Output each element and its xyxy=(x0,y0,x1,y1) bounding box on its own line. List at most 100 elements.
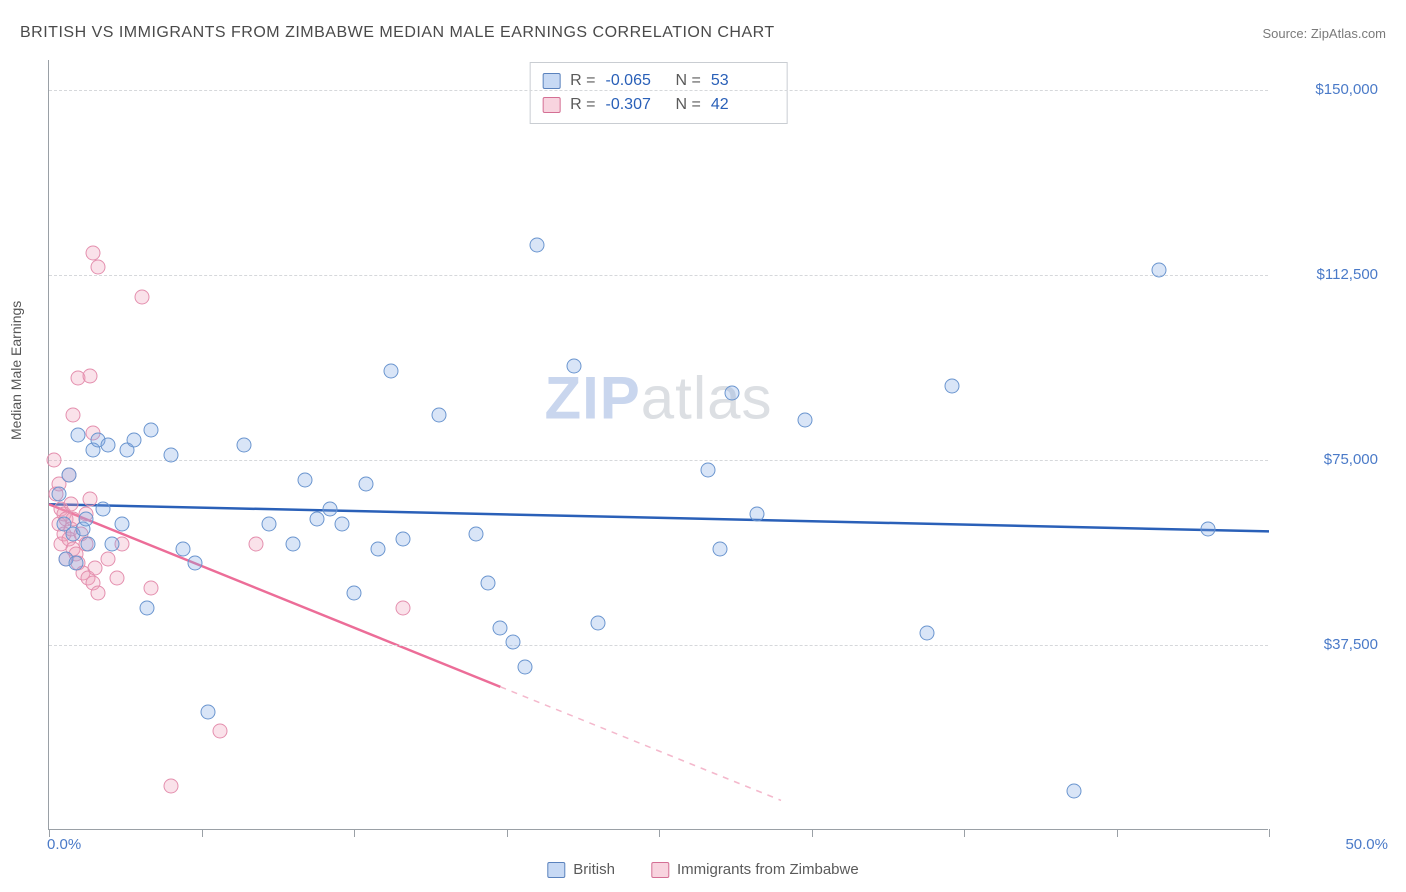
legend-item-british: British xyxy=(547,861,615,878)
scatter-point-a xyxy=(798,413,813,428)
trend-line-zimbabwe-solid xyxy=(49,504,500,687)
scatter-point-b xyxy=(164,778,179,793)
trend-line-british xyxy=(49,504,1269,531)
scatter-point-b xyxy=(66,408,81,423)
scatter-point-a xyxy=(700,462,715,477)
x-tick xyxy=(202,829,203,837)
scatter-point-a xyxy=(144,423,159,438)
scatter-point-a xyxy=(105,536,120,551)
scatter-point-a xyxy=(566,359,581,374)
scatter-point-a xyxy=(493,620,508,635)
scatter-point-b xyxy=(46,452,61,467)
scatter-point-a xyxy=(200,704,215,719)
corr-n-value-zimbabwe: 42 xyxy=(711,93,771,117)
scatter-point-a xyxy=(725,386,740,401)
scatter-point-a xyxy=(71,428,86,443)
watermark-part2: atlas xyxy=(641,365,773,432)
gridline-h: $112,500 xyxy=(49,275,1268,276)
y-tick-label: $150,000 xyxy=(1278,81,1378,98)
scatter-point-a xyxy=(920,625,935,640)
scatter-point-a xyxy=(81,536,96,551)
scatter-point-a xyxy=(383,363,398,378)
scatter-point-a xyxy=(481,576,496,591)
scatter-point-b xyxy=(110,571,125,586)
scatter-point-a xyxy=(127,433,142,448)
scatter-point-b xyxy=(395,600,410,615)
scatter-point-a xyxy=(78,512,93,527)
scatter-point-b xyxy=(212,724,227,739)
scatter-point-b xyxy=(90,586,105,601)
scatter-point-a xyxy=(944,378,959,393)
corr-r-value-zimbabwe: -0.307 xyxy=(606,93,666,117)
x-axis-min-label: 0.0% xyxy=(47,836,81,853)
scatter-point-b xyxy=(90,260,105,275)
corr-r-label: R = xyxy=(570,93,595,117)
swatch-zimbabwe xyxy=(542,97,560,113)
scatter-point-a xyxy=(749,507,764,522)
scatter-point-b xyxy=(88,561,103,576)
scatter-point-a xyxy=(359,477,374,492)
scatter-point-a xyxy=(115,516,130,531)
x-tick xyxy=(659,829,660,837)
scatter-point-a xyxy=(322,502,337,517)
trend-line-zimbabwe-dash xyxy=(500,687,781,801)
scatter-point-a xyxy=(261,516,276,531)
x-tick xyxy=(507,829,508,837)
legend: British Immigrants from Zimbabwe xyxy=(547,861,858,878)
scatter-point-b xyxy=(134,289,149,304)
scatter-point-a xyxy=(61,467,76,482)
scatter-point-a xyxy=(517,660,532,675)
scatter-point-a xyxy=(1152,262,1167,277)
scatter-point-a xyxy=(505,635,520,650)
gridline-h: $37,500 xyxy=(49,645,1268,646)
x-tick xyxy=(812,829,813,837)
gridline-h: $75,000 xyxy=(49,460,1268,461)
x-tick xyxy=(354,829,355,837)
y-tick-label: $37,500 xyxy=(1278,636,1378,653)
scatter-point-a xyxy=(95,502,110,517)
plot-area: ZIPatlas R = -0.065 N = 53 R = -0.307 N … xyxy=(48,60,1268,830)
scatter-point-a xyxy=(237,438,252,453)
corr-n-label: N = xyxy=(676,93,701,117)
scatter-point-b xyxy=(144,581,159,596)
legend-swatch-zimbabwe xyxy=(651,862,669,878)
x-axis-max-label: 50.0% xyxy=(1278,836,1388,853)
scatter-point-a xyxy=(286,536,301,551)
scatter-point-a xyxy=(139,600,154,615)
x-tick xyxy=(49,829,50,837)
scatter-point-a xyxy=(371,541,386,556)
scatter-point-a xyxy=(347,586,362,601)
scatter-point-b xyxy=(85,245,100,260)
scatter-point-b xyxy=(83,368,98,383)
swatch-british xyxy=(542,73,560,89)
scatter-point-a xyxy=(530,238,545,253)
x-tick xyxy=(1117,829,1118,837)
scatter-point-a xyxy=(164,447,179,462)
correlation-row-zimbabwe: R = -0.307 N = 42 xyxy=(542,93,771,117)
x-tick xyxy=(1269,829,1270,837)
scatter-point-b xyxy=(249,536,264,551)
y-axis-label: Median Male Earnings xyxy=(8,301,24,440)
x-tick xyxy=(964,829,965,837)
scatter-point-b xyxy=(63,497,78,512)
watermark-part1: ZIP xyxy=(544,365,640,432)
scatter-point-a xyxy=(432,408,447,423)
scatter-point-a xyxy=(1066,783,1081,798)
y-tick-label: $75,000 xyxy=(1278,451,1378,468)
source-attribution: Source: ZipAtlas.com xyxy=(1262,26,1386,41)
legend-label-british: British xyxy=(573,861,615,878)
scatter-point-a xyxy=(469,526,484,541)
y-tick-label: $112,500 xyxy=(1278,266,1378,283)
scatter-point-a xyxy=(310,512,325,527)
scatter-point-a xyxy=(176,541,191,556)
scatter-point-a xyxy=(1201,521,1216,536)
scatter-point-a xyxy=(100,438,115,453)
scatter-point-a xyxy=(298,472,313,487)
legend-label-zimbabwe: Immigrants from Zimbabwe xyxy=(677,861,859,878)
legend-swatch-british xyxy=(547,862,565,878)
scatter-point-a xyxy=(68,556,83,571)
scatter-point-a xyxy=(713,541,728,556)
scatter-point-a xyxy=(51,487,66,502)
watermark: ZIPatlas xyxy=(544,364,772,433)
scatter-point-b xyxy=(100,551,115,566)
